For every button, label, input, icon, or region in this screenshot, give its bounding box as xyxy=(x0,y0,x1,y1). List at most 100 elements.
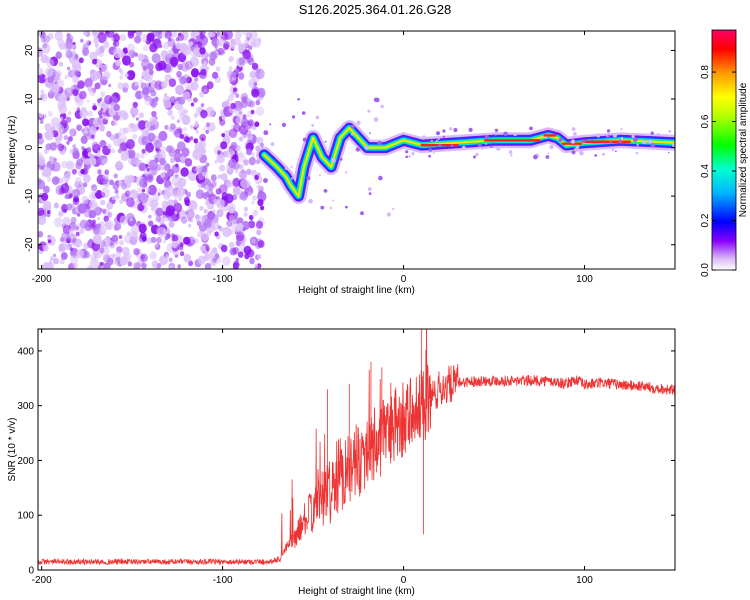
noise-blob xyxy=(163,239,167,244)
noise-blob xyxy=(110,148,116,154)
noise-blob xyxy=(39,92,48,102)
noise-blob xyxy=(135,117,139,121)
noise-blob xyxy=(44,67,54,78)
noise-blob xyxy=(47,110,53,117)
noise-blob xyxy=(103,262,111,269)
noise-blob xyxy=(201,171,206,177)
noise-blob xyxy=(238,170,248,180)
noise-blob xyxy=(145,173,154,183)
noise-blob xyxy=(212,209,216,213)
scatter-dot xyxy=(448,127,453,131)
noise-blob xyxy=(92,117,102,128)
scatter-dot xyxy=(290,177,293,180)
noise-blob xyxy=(102,243,109,250)
noise-blob xyxy=(48,260,53,265)
noise-blob xyxy=(188,41,194,47)
scatter-dot xyxy=(442,129,446,133)
scatter-dot xyxy=(549,144,554,150)
noise-blob xyxy=(186,209,195,220)
noise-blob xyxy=(230,141,238,150)
noise-blob xyxy=(79,219,88,229)
noise-blob xyxy=(46,58,55,68)
noise-blob xyxy=(99,207,103,212)
y-axis-label: Frequency (Hz) xyxy=(7,116,18,185)
noise-blob xyxy=(141,188,146,193)
noise-blob xyxy=(100,199,106,206)
noise-blob xyxy=(59,61,64,67)
noise-blob xyxy=(195,214,200,220)
noise-blob xyxy=(142,44,149,52)
noise-blob xyxy=(205,122,210,128)
scatter-dot xyxy=(350,124,355,129)
noise-blob xyxy=(76,124,82,131)
noise-blob xyxy=(183,127,187,132)
noise-blob xyxy=(170,115,175,121)
scatter-dot xyxy=(668,130,672,133)
noise-blob xyxy=(212,71,219,79)
noise-blob xyxy=(175,37,180,42)
scatter-dot xyxy=(485,142,488,145)
noise-blob xyxy=(156,236,162,244)
noise-blob xyxy=(89,258,100,269)
noise-blob xyxy=(111,253,116,259)
noise-blob xyxy=(60,183,70,194)
noise-blob xyxy=(43,35,51,44)
noise-blob xyxy=(97,32,107,44)
noise-blob xyxy=(197,230,204,238)
noise-blob xyxy=(150,89,157,97)
scatter-dot xyxy=(570,139,576,144)
noise-blob xyxy=(113,40,120,48)
noise-blob xyxy=(101,79,108,86)
noise-blob xyxy=(255,106,265,116)
noise-blob xyxy=(97,169,102,175)
noise-blob xyxy=(257,199,264,207)
noise-blob xyxy=(221,133,225,138)
noise-blob xyxy=(163,190,171,200)
noise-blob xyxy=(68,227,75,235)
noise-blob xyxy=(148,159,158,171)
noise-blob xyxy=(149,98,156,106)
y-tick-label: 0 xyxy=(28,566,34,577)
noise-blob xyxy=(80,156,86,163)
noise-blob xyxy=(203,164,208,171)
noise-blob xyxy=(183,253,192,263)
noise-blob xyxy=(70,216,77,224)
noise-blob xyxy=(146,32,155,42)
noise-blob xyxy=(256,229,262,236)
noise-blob xyxy=(168,265,175,269)
x-tick-label: 100 xyxy=(576,575,593,586)
noise-blob xyxy=(189,136,194,141)
scatter-dot xyxy=(339,157,343,161)
noise-blob xyxy=(212,257,217,263)
noise-blob xyxy=(84,158,91,165)
noise-blob xyxy=(179,76,187,85)
noise-blob xyxy=(149,116,158,126)
y-tick-label: -10 xyxy=(24,188,35,203)
noise-blob xyxy=(220,244,228,253)
y-tick-label: 0 xyxy=(24,144,35,150)
noise-blob xyxy=(100,107,104,112)
noise-blob xyxy=(132,101,138,108)
noise-blob xyxy=(124,73,129,78)
noise-blob xyxy=(256,254,262,260)
noise-blob xyxy=(251,62,259,71)
noise-blob xyxy=(178,96,186,105)
noise-blob xyxy=(228,228,234,235)
scatter-dot xyxy=(607,134,610,138)
noise-blob xyxy=(246,168,252,175)
noise-blob xyxy=(235,31,242,39)
noise-blob xyxy=(156,263,162,269)
noise-blob xyxy=(138,112,144,119)
noise-blob xyxy=(168,257,173,263)
noise-blob xyxy=(245,32,253,40)
noise-blob xyxy=(72,238,76,243)
noise-blob xyxy=(67,170,71,175)
scatter-dot xyxy=(367,109,371,113)
noise-blob xyxy=(52,257,59,265)
noise-blob xyxy=(122,82,129,89)
noise-blob xyxy=(112,33,120,43)
noise-blob xyxy=(104,111,109,117)
noise-blob xyxy=(119,239,124,246)
scatter-dot xyxy=(332,199,335,202)
noise-blob xyxy=(99,114,103,119)
